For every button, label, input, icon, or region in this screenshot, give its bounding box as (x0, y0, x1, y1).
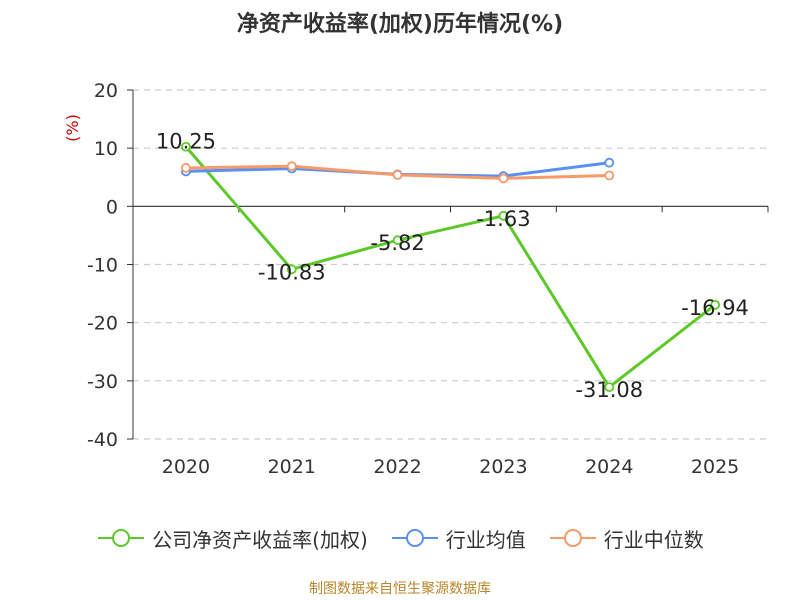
chart-title: 净资产收益率(加权)历年情况(%) (236, 12, 564, 37)
data-point (181, 141, 191, 152)
data-label: -16.94 (681, 296, 749, 320)
legend-marker-icon (391, 529, 438, 547)
y-axis-unit-label: (%) (63, 114, 82, 142)
data-point (604, 157, 615, 168)
data-label: -5.82 (370, 231, 424, 255)
y-tick-label: -20 (87, 313, 118, 335)
x-tick-label: 2020 (162, 456, 210, 478)
y-tick-label: 0 (106, 196, 118, 218)
data-label: -10.83 (258, 260, 326, 284)
legend-item[interactable]: 公司净资产收益率(加权) (96, 524, 368, 553)
y-tick-label: 10 (94, 138, 118, 160)
legend-label: 公司净资产收益率(加权) (152, 527, 368, 552)
y-tick-label: -10 (87, 255, 118, 277)
legend-item[interactable]: 行业均值 (390, 524, 526, 553)
data-point (498, 210, 509, 221)
legend-circle (112, 529, 131, 547)
data-point (710, 299, 720, 310)
series-line (184, 145, 717, 389)
legend: 公司净资产收益率(加权) 行业均值 行业中位数 (0, 520, 800, 556)
legend-marker-icon (549, 529, 596, 547)
data-point (181, 163, 191, 173)
x-tick-label: 2022 (373, 456, 421, 478)
source-note: 制图数据来自恒生聚源数据库 (309, 581, 491, 597)
data-point (392, 235, 403, 246)
data-labels: 10.25 -10.83 -5.82 -1.63 -31.08 -16.94 (156, 130, 749, 402)
data-label: 10.25 (156, 130, 216, 154)
y-tick-label: -40 (87, 429, 118, 451)
data-point (498, 173, 509, 184)
data-point (286, 264, 297, 275)
legend-item[interactable]: 行业中位数 (548, 524, 704, 553)
data-label: -1.63 (476, 207, 530, 231)
x-tick-label: 2024 (585, 456, 633, 478)
legend-circle (405, 529, 424, 547)
grid-lines (133, 89, 768, 440)
data-label: -31.08 (575, 378, 643, 402)
x-tick-label: 2021 (268, 456, 316, 478)
y-tick-label: -30 (87, 371, 118, 393)
legend-circle (563, 529, 582, 547)
axes: 20 10 0 -10 -20 -30 -40 2020 2021 2022 2023 2024 202… (87, 80, 769, 478)
data-point (392, 170, 403, 180)
data-point (604, 170, 615, 181)
legend-label: 行业中位数 (603, 527, 704, 552)
series-lines (181, 141, 720, 393)
y-tick-label: 20 (94, 80, 118, 102)
data-point (604, 382, 615, 393)
data-point (286, 161, 297, 172)
legend-label: 行业均值 (445, 527, 526, 552)
x-tick-label: 2025 (691, 456, 739, 478)
x-tick-label: 2023 (479, 456, 527, 478)
legend-marker-icon (98, 529, 145, 547)
